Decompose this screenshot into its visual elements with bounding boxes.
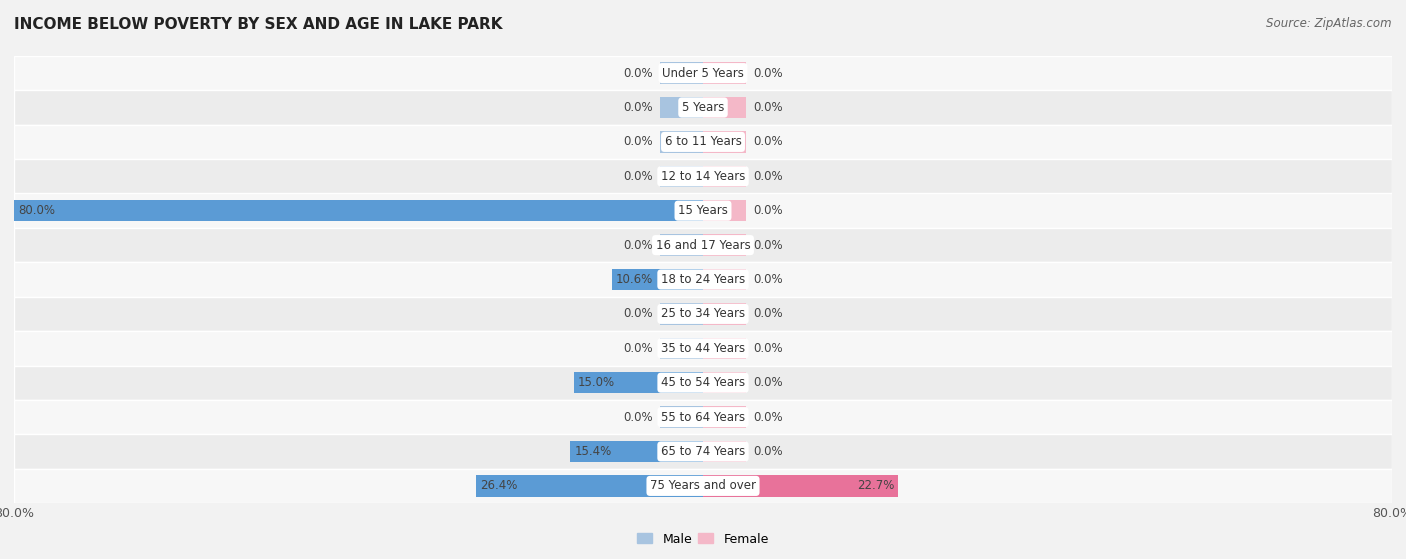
Text: INCOME BELOW POVERTY BY SEX AND AGE IN LAKE PARK: INCOME BELOW POVERTY BY SEX AND AGE IN L… bbox=[14, 17, 502, 32]
Bar bbox=[659, 406, 703, 428]
Bar bbox=[659, 303, 703, 325]
Text: 25 to 34 Years: 25 to 34 Years bbox=[661, 307, 745, 320]
Bar bbox=[659, 165, 703, 187]
Text: 0.0%: 0.0% bbox=[754, 342, 783, 355]
Bar bbox=[703, 200, 747, 221]
Text: 35 to 44 Years: 35 to 44 Years bbox=[661, 342, 745, 355]
Text: 0.0%: 0.0% bbox=[623, 67, 652, 79]
Text: 0.0%: 0.0% bbox=[754, 445, 783, 458]
Bar bbox=[14, 125, 1392, 159]
Text: 0.0%: 0.0% bbox=[754, 204, 783, 217]
Text: 55 to 64 Years: 55 to 64 Years bbox=[661, 411, 745, 424]
Bar bbox=[14, 262, 1392, 297]
Bar bbox=[703, 165, 747, 187]
Text: 15.0%: 15.0% bbox=[578, 376, 616, 389]
Bar bbox=[659, 234, 703, 256]
Text: 26.4%: 26.4% bbox=[479, 480, 517, 492]
Bar bbox=[703, 475, 898, 496]
Text: 65 to 74 Years: 65 to 74 Years bbox=[661, 445, 745, 458]
Text: 0.0%: 0.0% bbox=[623, 170, 652, 183]
Bar bbox=[574, 372, 703, 394]
Bar bbox=[703, 97, 747, 118]
Bar bbox=[612, 269, 703, 290]
Text: 75 Years and over: 75 Years and over bbox=[650, 480, 756, 492]
Bar bbox=[703, 131, 747, 153]
Text: 0.0%: 0.0% bbox=[623, 411, 652, 424]
Text: 0.0%: 0.0% bbox=[754, 376, 783, 389]
Bar bbox=[703, 303, 747, 325]
Text: 0.0%: 0.0% bbox=[754, 135, 783, 148]
Text: 0.0%: 0.0% bbox=[754, 67, 783, 79]
Bar bbox=[659, 97, 703, 118]
Bar bbox=[14, 434, 1392, 468]
Text: 45 to 54 Years: 45 to 54 Years bbox=[661, 376, 745, 389]
Text: Source: ZipAtlas.com: Source: ZipAtlas.com bbox=[1267, 17, 1392, 30]
Text: 0.0%: 0.0% bbox=[754, 170, 783, 183]
Text: 0.0%: 0.0% bbox=[754, 101, 783, 114]
Text: 5 Years: 5 Years bbox=[682, 101, 724, 114]
Bar bbox=[703, 441, 747, 462]
Text: 0.0%: 0.0% bbox=[623, 101, 652, 114]
Bar bbox=[14, 56, 1392, 91]
Bar bbox=[14, 228, 1392, 262]
Bar bbox=[14, 159, 1392, 193]
Text: 15.4%: 15.4% bbox=[575, 445, 612, 458]
Text: 18 to 24 Years: 18 to 24 Years bbox=[661, 273, 745, 286]
Bar bbox=[703, 63, 747, 84]
Text: 0.0%: 0.0% bbox=[623, 307, 652, 320]
Bar bbox=[703, 338, 747, 359]
Bar bbox=[659, 131, 703, 153]
Text: 6 to 11 Years: 6 to 11 Years bbox=[665, 135, 741, 148]
Bar bbox=[475, 475, 703, 496]
Text: 0.0%: 0.0% bbox=[754, 239, 783, 252]
Bar bbox=[14, 200, 703, 221]
Bar bbox=[703, 406, 747, 428]
Bar bbox=[659, 63, 703, 84]
Bar bbox=[14, 91, 1392, 125]
Text: 10.6%: 10.6% bbox=[616, 273, 654, 286]
Bar bbox=[14, 193, 1392, 228]
Text: 80.0%: 80.0% bbox=[18, 204, 55, 217]
Text: 0.0%: 0.0% bbox=[754, 273, 783, 286]
Text: 0.0%: 0.0% bbox=[623, 239, 652, 252]
Bar bbox=[14, 400, 1392, 434]
Text: Under 5 Years: Under 5 Years bbox=[662, 67, 744, 79]
Text: 0.0%: 0.0% bbox=[623, 135, 652, 148]
Text: 0.0%: 0.0% bbox=[623, 342, 652, 355]
Legend: Male, Female: Male, Female bbox=[633, 528, 773, 551]
Bar bbox=[703, 269, 747, 290]
Text: 0.0%: 0.0% bbox=[754, 307, 783, 320]
Bar bbox=[14, 468, 1392, 503]
Text: 22.7%: 22.7% bbox=[856, 480, 894, 492]
Bar bbox=[659, 338, 703, 359]
Bar bbox=[14, 331, 1392, 366]
Text: 15 Years: 15 Years bbox=[678, 204, 728, 217]
Text: 12 to 14 Years: 12 to 14 Years bbox=[661, 170, 745, 183]
Bar bbox=[14, 297, 1392, 331]
Text: 0.0%: 0.0% bbox=[754, 411, 783, 424]
Bar bbox=[14, 366, 1392, 400]
Text: 16 and 17 Years: 16 and 17 Years bbox=[655, 239, 751, 252]
Bar bbox=[571, 441, 703, 462]
Bar bbox=[703, 234, 747, 256]
Bar bbox=[703, 372, 747, 394]
